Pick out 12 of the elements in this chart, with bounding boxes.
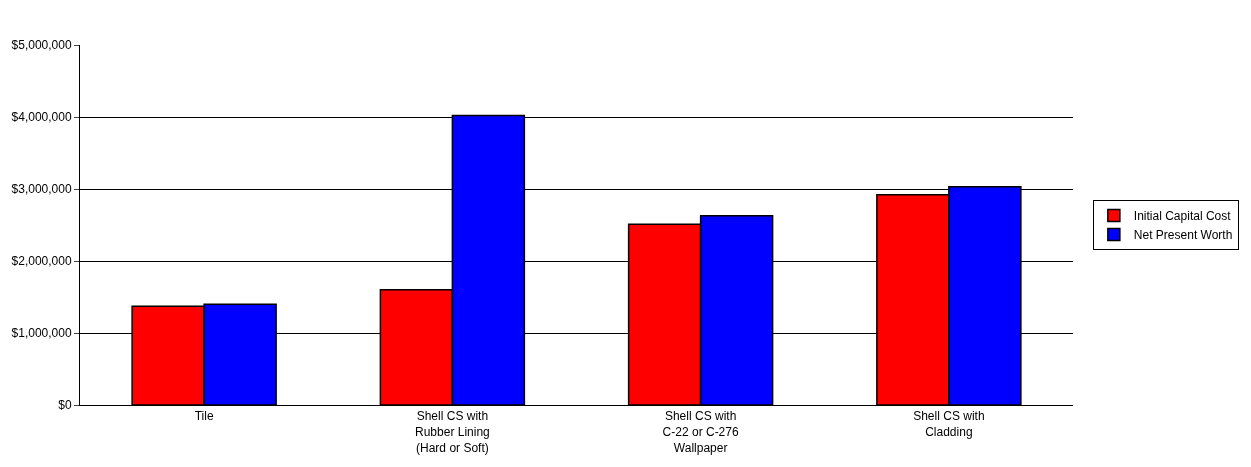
x-tick-label: Shell CS with C-22 or C-276 Wallpaper [662,409,739,455]
x-tick-label: Shell CS with Rubber Lining (Hard or Soft) [415,409,490,455]
y-tick-label: $3,000,000 [11,182,72,197]
y-tick-label: $0 [58,398,72,413]
y-tick-label: $4,000,000 [11,110,72,125]
y-tick-label: $1,000,000 [11,326,72,341]
y-tick-label: $5,000,000 [11,38,72,53]
x-tick-label: Shell CS with Cladding [913,409,985,439]
legend-label: Initial Capital Cost [1133,209,1232,224]
x-tick-label: Tile [194,409,214,424]
legend-label: Net Present Worth [1133,228,1233,243]
y-tick-label: $2,000,000 [11,254,72,269]
